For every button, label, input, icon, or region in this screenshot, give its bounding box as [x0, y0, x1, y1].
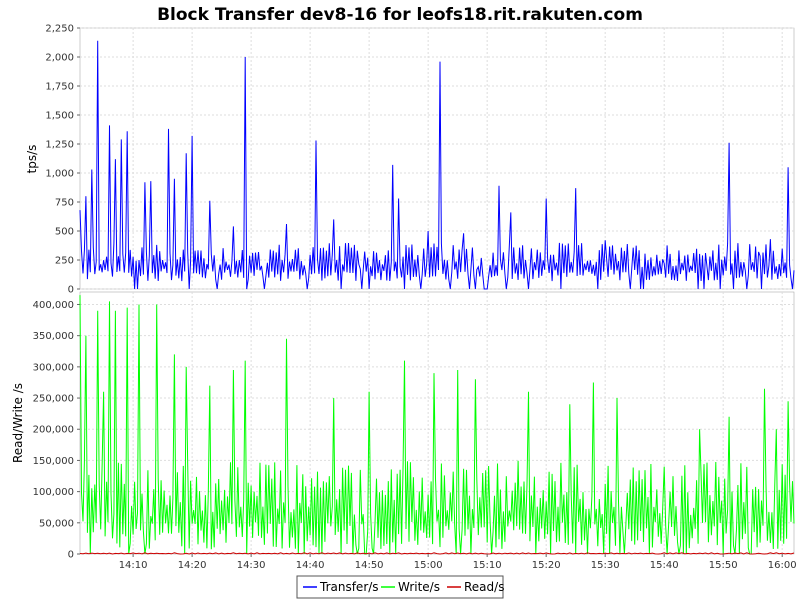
series-group-top [79, 40, 795, 290]
y-tick-label: 0 [68, 285, 74, 296]
chart-title: Block Transfer dev8-16 for leofs18.rit.r… [157, 5, 643, 25]
legend-label: Transfer/s [319, 580, 379, 594]
y-tick-label: 2,000 [45, 53, 74, 64]
y-tick-label: 250 [55, 256, 74, 267]
x-tick-label: 14:50 [355, 560, 384, 571]
x-axis: 14:10 14:20 14:30 14:40 14:50 15:00 15:10 15:20… [119, 554, 797, 571]
y-tick-label: 1,250 [45, 140, 74, 151]
y-axis-title-bottom: Read/Write /s [11, 383, 25, 463]
x-tick-label: 15:10 [473, 560, 502, 571]
y-tick-label: 300,000 [33, 362, 74, 373]
panel-read-write: 0 50,000 100,000 150,000 200,000 250,000 300,0… [11, 291, 795, 561]
series-line-write-s [79, 295, 795, 555]
x-tick-label: 15:50 [709, 560, 738, 571]
y-tick-label: 350,000 [33, 331, 74, 342]
y-axis-top: 0 250 500 750 1,000 1,250 1,500 1,750 2,000 2,250 [45, 24, 80, 296]
x-tick-label: 15:40 [650, 560, 679, 571]
x-tick-label: 15:20 [532, 560, 561, 571]
panel-transfer: 0 250 500 750 1,000 1,250 1,500 1,750 2,000 2,250… [25, 24, 795, 296]
y-tick-label: 2,250 [45, 24, 74, 35]
y-tick-label: 500 [55, 227, 74, 238]
x-tick-label: 16:00 [768, 560, 797, 571]
legend: Transfer/s Write/s Read/s [296, 575, 504, 599]
x-tick-label: 15:30 [591, 560, 620, 571]
y-tick-label: 750 [55, 198, 74, 209]
x-tick-label: 14:10 [119, 560, 148, 571]
x-tick-label: 14:20 [178, 560, 207, 571]
y-axis-title-top: tps/s [25, 145, 39, 174]
series-line-read-s [79, 552, 795, 555]
y-tick-label: 250,000 [33, 394, 74, 405]
x-tick-label: 14:30 [237, 560, 266, 571]
y-tick-label: 1,000 [45, 169, 74, 180]
plot-area-top [79, 27, 795, 290]
legend-box [296, 575, 504, 599]
x-tick-label: 15:00 [414, 560, 443, 571]
y-tick-label: 0 [68, 550, 74, 561]
series-line-transfer-s [79, 40, 795, 290]
y-axis-bottom: 0 50,000 100,000 150,000 200,000 250,000 300,0… [33, 300, 80, 561]
y-tick-label: 100,000 [33, 487, 74, 498]
y-tick-label: 50,000 [39, 518, 74, 529]
x-tick-label: 14:40 [296, 560, 325, 571]
y-tick-label: 400,000 [33, 300, 74, 311]
y-tick-label: 1,500 [45, 111, 74, 122]
legend-label: Read/s [464, 580, 504, 594]
y-tick-label: 1,750 [45, 82, 74, 93]
y-tick-label: 200,000 [33, 425, 74, 436]
gridlines-top [80, 27, 794, 290]
y-tick-label: 150,000 [33, 456, 74, 467]
series-group-bottom [79, 295, 795, 555]
legend-label: Write/s [398, 580, 440, 594]
